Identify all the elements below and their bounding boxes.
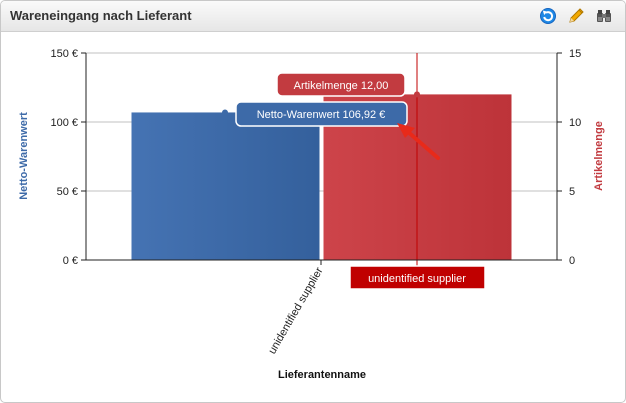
tooltip-artikelmenge-text: Artikelmenge 12,00 xyxy=(294,80,389,92)
x-axis-title: Lieferantenname xyxy=(278,369,366,381)
left-tick-label: 100 € xyxy=(50,117,78,129)
chart-svg: 0 € 50 € 100 € 150 € 0 5 10 15 Netto-Warenwert… xyxy=(18,48,605,381)
right-tick-label: 15 xyxy=(569,48,581,60)
tooltip-category-text: unidentified supplier xyxy=(368,273,466,285)
tooltip-artikelmenge: Artikelmenge 12,00 xyxy=(276,72,406,97)
right-axis-ticks: 0 5 10 15 xyxy=(557,48,581,267)
left-axis-title: Netto-Warenwert xyxy=(18,112,30,200)
tooltip-category: unidentified supplier xyxy=(349,265,486,290)
panel-toolbar xyxy=(539,7,613,25)
left-tick-label: 150 € xyxy=(50,48,78,60)
binoculars-icon[interactable] xyxy=(595,7,613,25)
bar-netto-warenwert[interactable] xyxy=(131,112,320,260)
right-tick-label: 10 xyxy=(569,117,581,129)
panel-header: Wareneingang nach Lieferant xyxy=(1,1,625,32)
tooltip-netto-warenwert: Netto-Warenwert 106,92 € xyxy=(235,101,408,127)
refresh-icon[interactable] xyxy=(539,7,557,25)
right-axis-title: Artikelmenge xyxy=(593,121,605,191)
arrow-annotation-icon xyxy=(397,123,440,160)
x-tick-label: unidentified supplier xyxy=(266,265,325,356)
point-artikelmenge[interactable] xyxy=(414,91,420,98)
panel-title: Wareneingang nach Lieferant xyxy=(10,8,192,23)
left-tick-label: 0 € xyxy=(63,255,78,267)
right-tick-label: 5 xyxy=(569,186,575,198)
left-tick-label: 50 € xyxy=(57,186,78,198)
left-axis-ticks: 0 € 50 € 100 € 150 € xyxy=(50,48,86,267)
tooltip-netto-warenwert-text: Netto-Warenwert 106,92 € xyxy=(257,109,386,121)
point-netto-warenwert[interactable] xyxy=(222,109,228,116)
pencil-icon[interactable] xyxy=(567,7,585,25)
right-tick-label: 0 xyxy=(569,255,575,267)
